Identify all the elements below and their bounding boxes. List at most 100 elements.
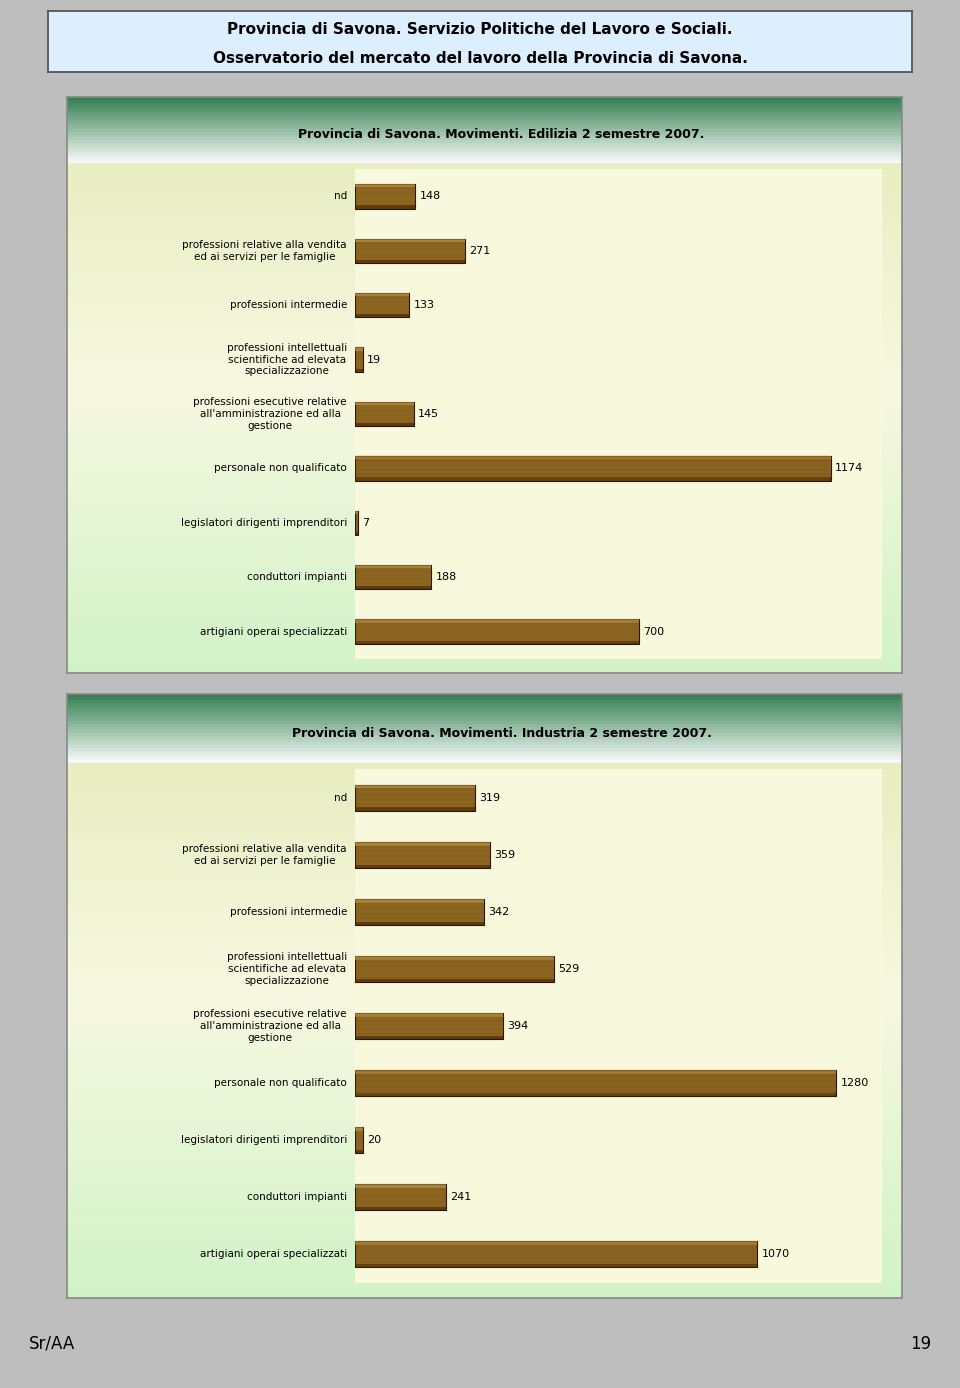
Bar — [67, 1047, 902, 1051]
Bar — [67, 97, 902, 100]
Bar — [67, 644, 902, 647]
Bar — [67, 598, 902, 601]
Bar — [67, 1126, 902, 1128]
Bar — [67, 836, 902, 838]
Bar — [355, 260, 465, 262]
Bar — [355, 1127, 363, 1153]
Bar — [67, 1213, 902, 1216]
Bar — [67, 1002, 902, 1005]
Bar — [67, 558, 902, 561]
Text: 145: 145 — [419, 409, 440, 419]
Text: 7: 7 — [362, 518, 370, 527]
Bar — [67, 198, 902, 201]
Bar — [67, 304, 902, 307]
Bar — [67, 135, 902, 137]
Bar — [67, 344, 902, 348]
Bar — [67, 330, 902, 333]
Bar — [67, 709, 902, 712]
Bar — [67, 763, 902, 766]
Bar — [67, 861, 902, 863]
Text: 188: 188 — [436, 572, 457, 582]
Bar — [67, 509, 902, 512]
Bar — [67, 501, 902, 504]
Text: professioni relative alla vendita
ed ai servizi per le famiglie: professioni relative alla vendita ed ai … — [182, 844, 347, 866]
Bar — [67, 411, 902, 414]
Bar — [355, 979, 554, 981]
Bar — [67, 287, 902, 290]
Bar — [67, 382, 902, 386]
Text: 700: 700 — [643, 626, 664, 637]
Bar — [67, 977, 902, 981]
Bar — [67, 1041, 902, 1044]
Bar — [67, 650, 902, 652]
Bar — [67, 100, 902, 103]
Bar — [67, 512, 902, 515]
Bar — [67, 566, 902, 569]
Bar — [67, 587, 902, 590]
Bar — [67, 201, 902, 204]
Bar — [67, 149, 902, 151]
Bar — [355, 1263, 757, 1267]
Bar — [67, 293, 902, 296]
Bar — [67, 175, 902, 178]
Bar — [67, 933, 902, 936]
Bar — [67, 403, 902, 405]
Bar — [67, 1259, 902, 1262]
Bar — [67, 255, 902, 258]
Bar — [67, 1165, 902, 1167]
Bar — [67, 572, 902, 575]
Bar — [67, 652, 902, 657]
Bar — [67, 963, 902, 966]
Bar — [67, 239, 902, 242]
Text: conduttori impianti: conduttori impianti — [247, 1192, 347, 1202]
Bar — [67, 694, 902, 697]
Bar — [67, 851, 902, 854]
Bar — [67, 1183, 902, 1187]
Bar — [67, 1252, 902, 1256]
Bar — [67, 1219, 902, 1223]
Bar — [355, 1070, 836, 1097]
Bar — [67, 437, 902, 440]
Bar — [67, 636, 902, 638]
Text: nd: nd — [334, 192, 347, 201]
Bar — [67, 379, 902, 382]
Bar — [355, 293, 409, 318]
Bar — [67, 1144, 902, 1146]
Bar — [355, 922, 484, 924]
Bar — [67, 992, 902, 997]
Bar — [67, 704, 902, 706]
Text: artigiani operai specializzati: artigiani operai specializzati — [200, 626, 347, 637]
Bar — [67, 1267, 902, 1270]
Bar — [67, 391, 902, 394]
Bar — [67, 894, 902, 897]
Bar — [67, 748, 902, 751]
Text: professioni esecutive relative
all'amministrazione ed alla
gestione: professioni esecutive relative all'ammin… — [194, 1009, 347, 1042]
Text: 20: 20 — [367, 1135, 381, 1145]
Bar — [67, 111, 902, 114]
Bar — [355, 899, 484, 924]
Bar — [67, 371, 902, 373]
Bar — [67, 1159, 902, 1162]
Bar — [67, 905, 902, 908]
Text: Provincia di Savona. Servizio Politiche del Lavoro e Sociali.: Provincia di Savona. Servizio Politiche … — [228, 22, 732, 37]
Bar — [67, 507, 902, 509]
Bar — [67, 866, 902, 869]
Bar — [67, 969, 902, 972]
Bar — [67, 794, 902, 797]
Text: 529: 529 — [559, 965, 580, 974]
Bar — [67, 137, 902, 140]
Bar — [67, 373, 902, 376]
Bar — [67, 1288, 902, 1292]
Bar — [67, 155, 902, 158]
Bar — [67, 1149, 902, 1153]
Bar — [67, 1010, 902, 1015]
Bar — [67, 483, 902, 486]
Text: conduttori impianti: conduttori impianti — [247, 572, 347, 582]
Bar — [67, 1256, 902, 1259]
Bar — [67, 362, 902, 365]
Bar — [67, 258, 902, 261]
Bar — [67, 920, 902, 923]
Bar — [67, 1190, 902, 1192]
Bar — [67, 856, 902, 861]
Bar — [67, 1095, 902, 1098]
